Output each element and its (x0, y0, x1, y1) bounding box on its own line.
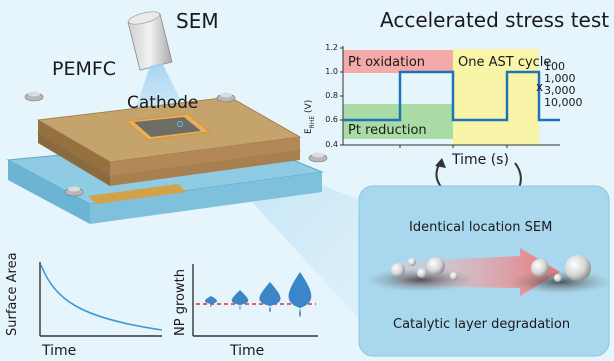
nanoparticle (417, 268, 427, 278)
cycle-count: 1,000 (544, 72, 576, 85)
nanoparticle (531, 259, 549, 277)
np-growth-ylabel: NP growth (173, 269, 188, 336)
violin-4 (288, 272, 312, 317)
ast-title: Accelerated stress test (380, 8, 610, 32)
y-tick: 1.2 (325, 43, 338, 52)
y-tick: 0.4 (325, 140, 338, 149)
surface-area-ylabel: Surface Area (5, 252, 20, 336)
y-tick: 0.6 (325, 115, 338, 124)
catalytic-degradation-label: Catalytic layer degradation (393, 317, 571, 332)
sem-panel (358, 185, 612, 357)
nanoparticle (450, 272, 458, 280)
nanoparticle (554, 274, 562, 282)
surface-area-xlabel: Time (42, 343, 77, 359)
y-tick: 0.8 (325, 91, 338, 100)
surface-area-plot (39, 262, 163, 337)
pemfc-label: PEMFC (52, 58, 117, 80)
one-cycle-region (453, 49, 539, 145)
nanoparticle (391, 263, 405, 277)
violin-2 (231, 290, 249, 310)
pt-reduction-region (343, 104, 453, 139)
cycle-count: 100 (544, 60, 565, 73)
ast-chart (340, 46, 560, 196)
pt-oxidation-region (343, 50, 453, 73)
ast-x-label: Time (s) (452, 152, 509, 168)
pt-oxidation-label: Pt oxidation (348, 55, 426, 70)
cycle-count: 3,000 (544, 84, 576, 97)
nanoparticle (408, 258, 416, 266)
np-growth-plot (192, 264, 318, 337)
surface-area-curve (40, 264, 163, 331)
nanoparticle (565, 255, 591, 281)
ast-waveform (343, 70, 560, 122)
violin-1 (204, 296, 218, 307)
one-cycle-label: One AST cycle (458, 55, 552, 70)
nanoparticle (427, 257, 445, 275)
violin-3 (259, 282, 281, 312)
cycle-count: 10,000 (544, 96, 583, 109)
y-tick: 1.0 (325, 67, 338, 76)
np-growth-xlabel: Time (230, 343, 265, 359)
pt-reduction-label: Pt reduction (348, 123, 427, 138)
multiplier-label: x (536, 80, 544, 94)
sem-label: SEM (176, 9, 219, 33)
cycle-counts: 100 1,000 3,000 10,000 (544, 61, 583, 109)
ast-y-label: ERHE (V) (304, 99, 316, 134)
cathode-label: Cathode (127, 93, 199, 113)
pemfc-cell (6, 91, 328, 224)
identical-location-label: Identical location SEM (409, 220, 553, 235)
